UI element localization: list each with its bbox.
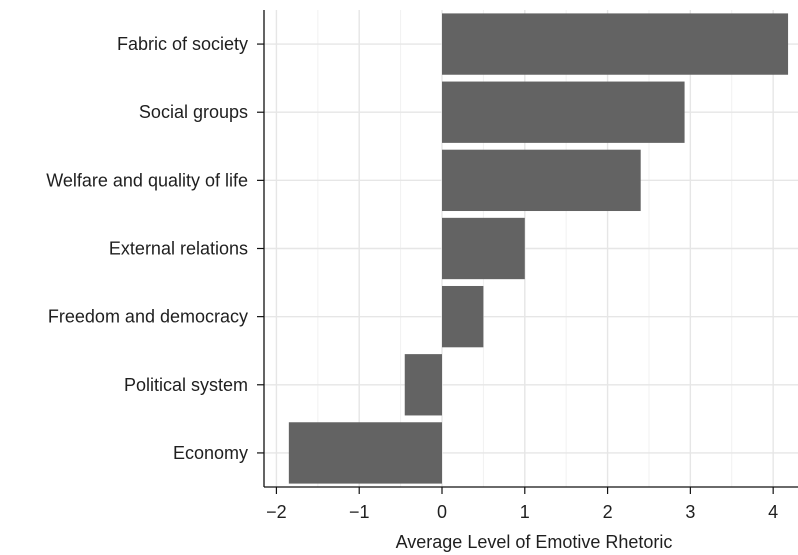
y-tick-label: Political system (124, 375, 248, 395)
bar-political-system (404, 354, 442, 416)
x-tick-label: 3 (685, 502, 695, 522)
x-axis-ticks (275, 487, 774, 494)
y-tick-label: Social groups (139, 102, 248, 122)
x-axis-title: Average Level of Emotive Rhetoric (396, 532, 673, 552)
y-tick-label: Fabric of society (117, 34, 248, 54)
x-tick-label: 2 (603, 502, 613, 522)
x-tick-label: 4 (768, 502, 778, 522)
x-tick-label: −1 (349, 502, 370, 522)
bar-economy (288, 422, 442, 484)
labels-group: −2 −1 0 1 2 3 4 Fabric of society Social groups W… (46, 34, 778, 552)
x-tick-label: −2 (266, 502, 287, 522)
y-axis-ticks (257, 43, 264, 454)
bar-external-relations (442, 217, 525, 280)
x-tick-label: 0 (437, 502, 447, 522)
y-tick-label: External relations (109, 239, 248, 259)
bars-group (288, 13, 789, 484)
y-tick-label: Freedom and democracy (48, 307, 248, 327)
bar-social-groups (442, 81, 685, 143)
x-tick-label: 1 (520, 502, 530, 522)
bar-fabric-of-society (442, 13, 789, 75)
bar-welfare-and-quality-of-life (442, 149, 641, 212)
y-tick-label: Welfare and quality of life (46, 170, 248, 190)
bar-freedom-and-democracy (442, 285, 484, 348)
y-tick-label: Economy (173, 443, 248, 463)
